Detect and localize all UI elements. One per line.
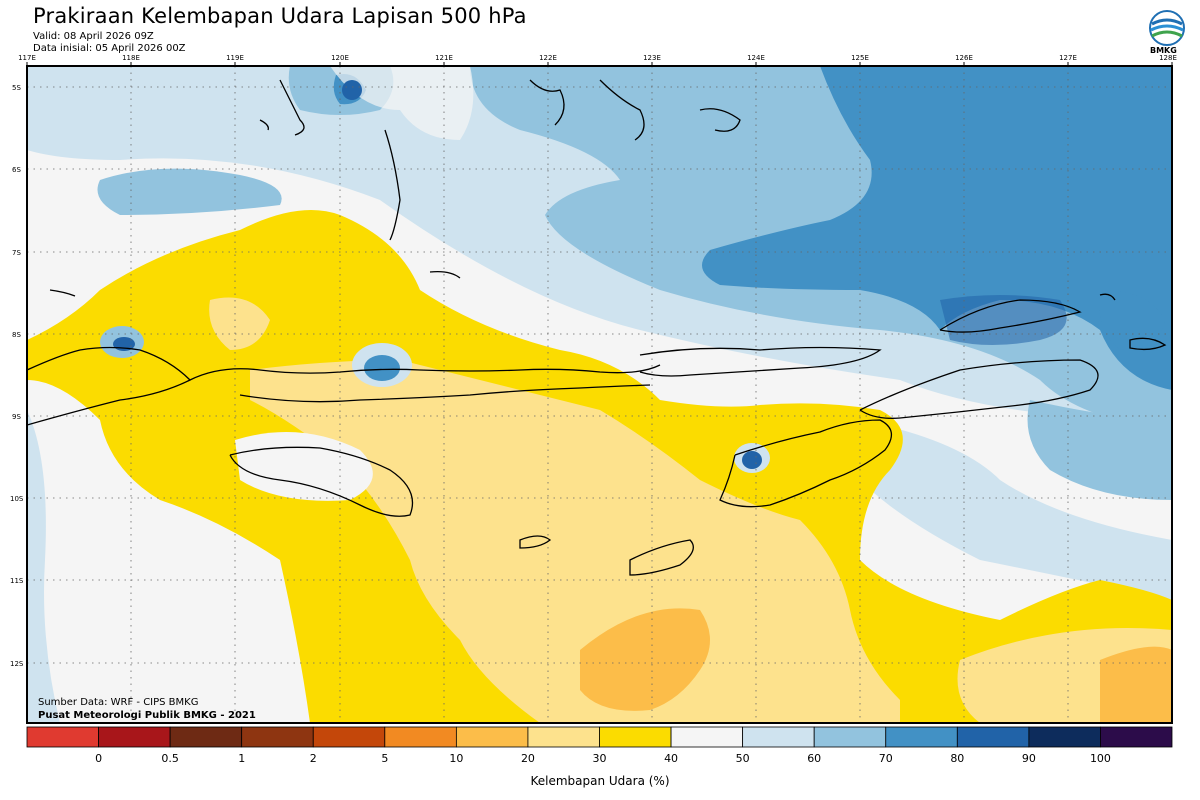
colorbar-label: Kelembapan Udara (%) — [530, 774, 670, 788]
colorbar — [26, 726, 1173, 748]
lon-label: 121E — [435, 54, 453, 62]
lon-label: 128E — [1159, 54, 1177, 62]
lat-label: 10S — [10, 495, 24, 503]
colorbar-swatch — [312, 726, 386, 748]
colorbar-tick-label: 0 — [95, 752, 102, 765]
colorbar-tick-label: 50 — [736, 752, 750, 765]
map-title: Prakiraan Kelembapan Udara Lapisan 500 h… — [33, 4, 527, 28]
colorbar-ticks: 0 0.5 1 2 5 10 20 30 40 50 60 70 80 90 100 — [95, 752, 1111, 765]
map-frame — [26, 65, 1173, 724]
lon-label: 125E — [851, 54, 869, 62]
colorbar-tick-label: 80 — [950, 752, 964, 765]
colorbar-swatch — [1100, 726, 1173, 748]
bmkg-logo — [1149, 10, 1185, 46]
colorbar-swatch — [742, 726, 815, 748]
colorbar-swatch — [169, 726, 243, 748]
colorbar-swatch — [527, 726, 600, 748]
valid-time: Valid: 08 April 2026 09Z — [33, 31, 154, 42]
colorbar-swatch — [384, 726, 457, 748]
colorbar-swatch — [241, 726, 314, 748]
colorbar-swatch — [1028, 726, 1101, 748]
colorbar-tick-label: 30 — [593, 752, 607, 765]
lon-label: 123E — [643, 54, 661, 62]
colorbar-tick-label: 20 — [521, 752, 535, 765]
colorbar-swatch — [455, 726, 529, 748]
humidity-field — [27, 66, 1172, 723]
lat-label: 5S — [12, 84, 21, 92]
colorbar-tick-label: 60 — [807, 752, 821, 765]
lat-label: 6S — [12, 166, 21, 174]
colorbar-tick-label: 0.5 — [161, 752, 179, 765]
lon-label: 120E — [331, 54, 349, 62]
lat-label: 7S — [12, 249, 21, 257]
longitude-labels: 117E 118E 119E 120E 121E 122E 123E 124E … — [18, 54, 1177, 62]
colorbar-tick-label: 90 — [1022, 752, 1036, 765]
colorbar-tick-label: 40 — [664, 752, 678, 765]
lon-label: 126E — [955, 54, 973, 62]
data-source: Sumber Data: WRF - CIPS BMKG — [38, 697, 199, 708]
lon-label: 124E — [747, 54, 765, 62]
colorbar-tick-label: 1 — [238, 752, 245, 765]
lon-label: 122E — [539, 54, 557, 62]
colorbar-swatch — [956, 726, 1030, 748]
init-time: Data inisial: 05 April 2026 00Z — [33, 43, 186, 54]
colorbar-tick-label: 10 — [449, 752, 463, 765]
colorbar-tick-label: 2 — [310, 752, 317, 765]
colorbar-swatch — [599, 726, 672, 748]
colorbar-swatch — [885, 726, 958, 748]
lon-label: 118E — [122, 54, 140, 62]
lat-label: 9S — [12, 413, 21, 421]
colorbar-tick-label: 5 — [381, 752, 388, 765]
coastlines — [27, 79, 1167, 576]
organization: Pusat Meteorologi Publik BMKG - 2021 — [38, 710, 256, 721]
lat-label: 8S — [12, 331, 21, 339]
lon-label: 119E — [226, 54, 244, 62]
colorbar-tick-label: 70 — [879, 752, 893, 765]
colorbar-swatch — [670, 726, 744, 748]
colorbar-swatch — [98, 726, 171, 748]
lon-label: 127E — [1059, 54, 1077, 62]
lat-label: 11S — [10, 577, 24, 585]
logo-text: BMKG — [1150, 46, 1177, 55]
lat-label: 12S — [10, 660, 24, 668]
colorbar-swatch — [813, 726, 887, 748]
colorbar-tick-label: 100 — [1090, 752, 1111, 765]
lon-label: 117E — [18, 54, 36, 62]
grid-lines — [27, 66, 1172, 723]
colorbar-swatch — [26, 726, 99, 748]
latitude-labels: 5S 6S 7S 8S 9S 10S 11S 12S — [10, 84, 24, 668]
